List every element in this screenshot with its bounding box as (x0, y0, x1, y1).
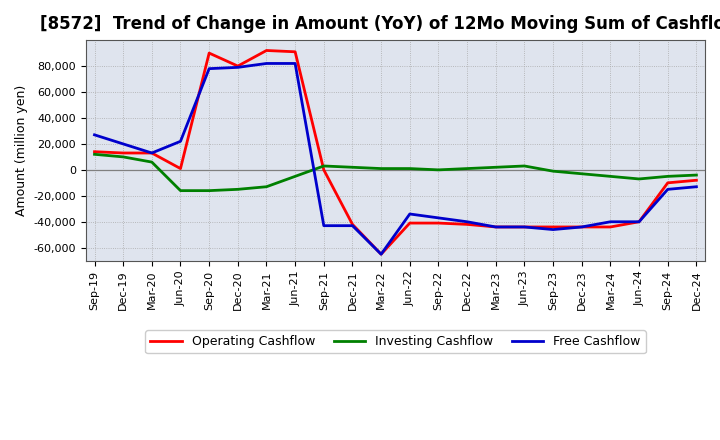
Free Cashflow (204, 66, 213, 71)
Y-axis label: Amount (million yen): Amount (million yen) (15, 85, 28, 216)
Free Cashflow (577, 224, 586, 230)
Operating Cashflow (549, 224, 557, 230)
Investing Cashflow (233, 187, 242, 192)
Operating Cashflow (492, 224, 500, 230)
Investing Cashflow (176, 188, 185, 193)
Operating Cashflow (577, 224, 586, 230)
Free Cashflow (549, 227, 557, 232)
Operating Cashflow (463, 222, 472, 227)
Operating Cashflow (119, 150, 127, 156)
Investing Cashflow (320, 163, 328, 169)
Investing Cashflow (463, 166, 472, 171)
Free Cashflow (377, 252, 385, 257)
Operating Cashflow (262, 48, 271, 53)
Free Cashflow (463, 219, 472, 224)
Investing Cashflow (663, 174, 672, 179)
Investing Cashflow (577, 171, 586, 176)
Operating Cashflow (692, 178, 701, 183)
Operating Cashflow (176, 166, 185, 171)
Operating Cashflow (90, 149, 99, 154)
Free Cashflow (692, 184, 701, 189)
Investing Cashflow (492, 165, 500, 170)
Free Cashflow (262, 61, 271, 66)
Free Cashflow (635, 219, 644, 224)
Investing Cashflow (119, 154, 127, 160)
Investing Cashflow (434, 167, 443, 172)
Operating Cashflow (291, 49, 300, 55)
Free Cashflow (405, 211, 414, 216)
Title: [8572]  Trend of Change in Amount (YoY) of 12Mo Moving Sum of Cashflows: [8572] Trend of Change in Amount (YoY) o… (40, 15, 720, 33)
Line: Free Cashflow: Free Cashflow (94, 63, 696, 254)
Operating Cashflow (663, 180, 672, 186)
Free Cashflow (520, 224, 528, 230)
Investing Cashflow (692, 172, 701, 178)
Operating Cashflow (204, 51, 213, 56)
Investing Cashflow (291, 174, 300, 179)
Investing Cashflow (520, 163, 528, 169)
Free Cashflow (148, 150, 156, 156)
Operating Cashflow (320, 167, 328, 172)
Investing Cashflow (90, 152, 99, 157)
Operating Cashflow (148, 150, 156, 156)
Operating Cashflow (377, 252, 385, 257)
Operating Cashflow (233, 63, 242, 69)
Investing Cashflow (635, 176, 644, 182)
Operating Cashflow (405, 220, 414, 226)
Free Cashflow (176, 139, 185, 144)
Line: Investing Cashflow: Investing Cashflow (94, 154, 696, 191)
Operating Cashflow (348, 222, 357, 227)
Investing Cashflow (405, 166, 414, 171)
Free Cashflow (291, 61, 300, 66)
Free Cashflow (434, 215, 443, 220)
Investing Cashflow (204, 188, 213, 193)
Line: Operating Cashflow: Operating Cashflow (94, 51, 696, 254)
Investing Cashflow (348, 165, 357, 170)
Investing Cashflow (606, 174, 615, 179)
Free Cashflow (233, 65, 242, 70)
Free Cashflow (606, 219, 615, 224)
Free Cashflow (320, 223, 328, 228)
Free Cashflow (119, 141, 127, 147)
Investing Cashflow (148, 159, 156, 165)
Investing Cashflow (549, 169, 557, 174)
Free Cashflow (492, 224, 500, 230)
Free Cashflow (348, 223, 357, 228)
Free Cashflow (663, 187, 672, 192)
Operating Cashflow (434, 220, 443, 226)
Free Cashflow (90, 132, 99, 137)
Operating Cashflow (520, 224, 528, 230)
Operating Cashflow (635, 219, 644, 224)
Investing Cashflow (377, 166, 385, 171)
Legend: Operating Cashflow, Investing Cashflow, Free Cashflow: Operating Cashflow, Investing Cashflow, … (145, 330, 646, 353)
Investing Cashflow (262, 184, 271, 189)
Operating Cashflow (606, 224, 615, 230)
